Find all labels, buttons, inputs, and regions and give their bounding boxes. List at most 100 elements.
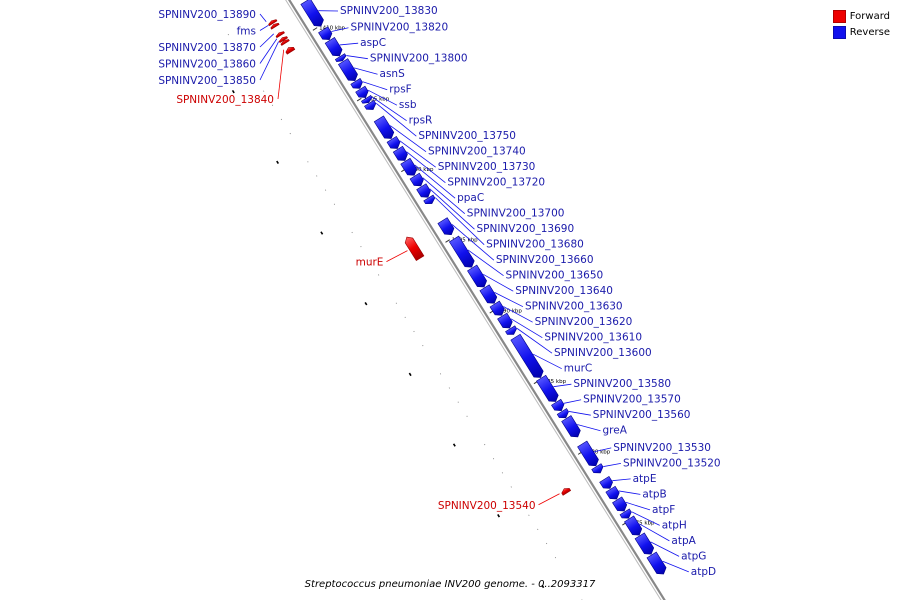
gene-label: SPNINV200_13870 bbox=[158, 42, 256, 54]
gene-arrow bbox=[324, 37, 343, 57]
gene-arrow bbox=[285, 47, 296, 55]
gene-label: asnS bbox=[380, 68, 406, 80]
gene-arrow bbox=[270, 22, 280, 30]
legend-item-reverse: Reverse bbox=[832, 24, 890, 40]
position-dash bbox=[528, 514, 530, 516]
gene-label: SPNINV200_13660 bbox=[496, 254, 594, 266]
gene-label: SPNINV200_13680 bbox=[486, 239, 584, 251]
gene-shape bbox=[386, 135, 401, 149]
gene-shape bbox=[612, 496, 628, 512]
gene-shape bbox=[634, 532, 655, 555]
gene-shape bbox=[448, 235, 475, 268]
gene-label: SPNINV200_13730 bbox=[438, 161, 536, 173]
gene-shape bbox=[561, 488, 572, 496]
gene-shape bbox=[599, 475, 613, 489]
reverse-swatch bbox=[832, 25, 846, 39]
label-leader bbox=[532, 353, 562, 370]
gene-shape bbox=[646, 551, 667, 575]
gene-shape bbox=[285, 47, 296, 55]
gene-arrow bbox=[404, 236, 425, 262]
label-leader bbox=[577, 424, 601, 432]
gene-label: atpE bbox=[633, 473, 657, 485]
label-leader bbox=[483, 273, 514, 292]
gene-arrow bbox=[318, 26, 333, 40]
gene-shape bbox=[505, 325, 517, 335]
label-leader bbox=[612, 478, 631, 482]
gene-shape bbox=[536, 374, 559, 402]
gene-shape bbox=[278, 36, 288, 44]
position-dash bbox=[510, 486, 512, 488]
gene-shape bbox=[467, 264, 487, 288]
forward-swatch bbox=[832, 9, 846, 23]
label-leader bbox=[594, 447, 612, 453]
position-dash bbox=[492, 458, 495, 460]
label-leader bbox=[639, 523, 670, 542]
label-leader bbox=[650, 541, 680, 557]
gene-label: murE bbox=[356, 257, 384, 269]
position-dash bbox=[227, 33, 229, 36]
label-leader bbox=[354, 67, 378, 75]
label-leader bbox=[516, 328, 553, 354]
position-dash bbox=[280, 118, 282, 121]
label-leader bbox=[389, 125, 427, 153]
gene-shape bbox=[350, 78, 363, 89]
label-leader bbox=[399, 140, 436, 168]
gene-label: atpD bbox=[691, 566, 716, 578]
position-dash bbox=[364, 302, 368, 306]
gene-shape bbox=[270, 22, 280, 30]
backbone-line bbox=[285, 0, 662, 600]
position-dash bbox=[245, 62, 247, 64]
gene-arrow bbox=[278, 36, 288, 44]
label-leader bbox=[510, 318, 543, 339]
position-dash bbox=[484, 443, 486, 446]
gene-arrow bbox=[437, 217, 455, 236]
gene-label: atpH bbox=[662, 519, 687, 531]
genome-backbone bbox=[285, 0, 666, 600]
gene-label: atpG bbox=[681, 550, 706, 562]
label-leader bbox=[259, 38, 278, 64]
position-dash bbox=[378, 274, 380, 276]
gene-label: SPNINV200_13580 bbox=[573, 378, 671, 390]
gene-shape bbox=[624, 515, 643, 536]
position-dash bbox=[572, 585, 574, 587]
gene-label: SPNINV200_13840 bbox=[176, 94, 274, 106]
label-leader bbox=[563, 399, 582, 404]
gene-arrow bbox=[268, 19, 278, 27]
gene-arrow bbox=[448, 235, 475, 268]
position-dash bbox=[324, 189, 327, 191]
gene-shape bbox=[338, 58, 358, 81]
gene-shape bbox=[577, 440, 599, 467]
label-leader bbox=[422, 177, 466, 215]
label-leader bbox=[603, 463, 622, 467]
gene-arrow bbox=[400, 157, 418, 176]
label-leader bbox=[406, 151, 446, 184]
label-leader bbox=[277, 49, 285, 100]
gene-arrow bbox=[536, 374, 559, 402]
position-dash bbox=[276, 160, 280, 165]
gene-label: atpB bbox=[642, 488, 666, 500]
label-leader bbox=[346, 55, 368, 60]
gene-arrow bbox=[646, 551, 667, 575]
position-dash bbox=[439, 373, 442, 375]
gene-shape bbox=[619, 508, 632, 519]
gene-label: ppaC bbox=[457, 192, 484, 204]
position-dash bbox=[360, 246, 362, 248]
position-dash bbox=[316, 175, 318, 177]
gene-shape bbox=[489, 300, 505, 316]
label-leader bbox=[367, 89, 398, 106]
gene-shape bbox=[423, 194, 436, 205]
label-leader bbox=[467, 249, 504, 277]
gene-shape bbox=[300, 0, 324, 27]
gene-shape bbox=[591, 463, 604, 474]
gene-arrow bbox=[373, 115, 395, 139]
label-leader bbox=[503, 306, 533, 323]
position-dash bbox=[395, 302, 397, 304]
position-dash bbox=[448, 387, 450, 389]
gene-label: SPNINV200_13530 bbox=[613, 442, 711, 454]
gene-label: greA bbox=[602, 425, 627, 437]
gene-shape bbox=[556, 408, 569, 419]
position-dash bbox=[554, 557, 557, 559]
gene-arrow bbox=[467, 264, 487, 288]
position-dash bbox=[351, 231, 353, 234]
label-leader bbox=[259, 41, 279, 81]
